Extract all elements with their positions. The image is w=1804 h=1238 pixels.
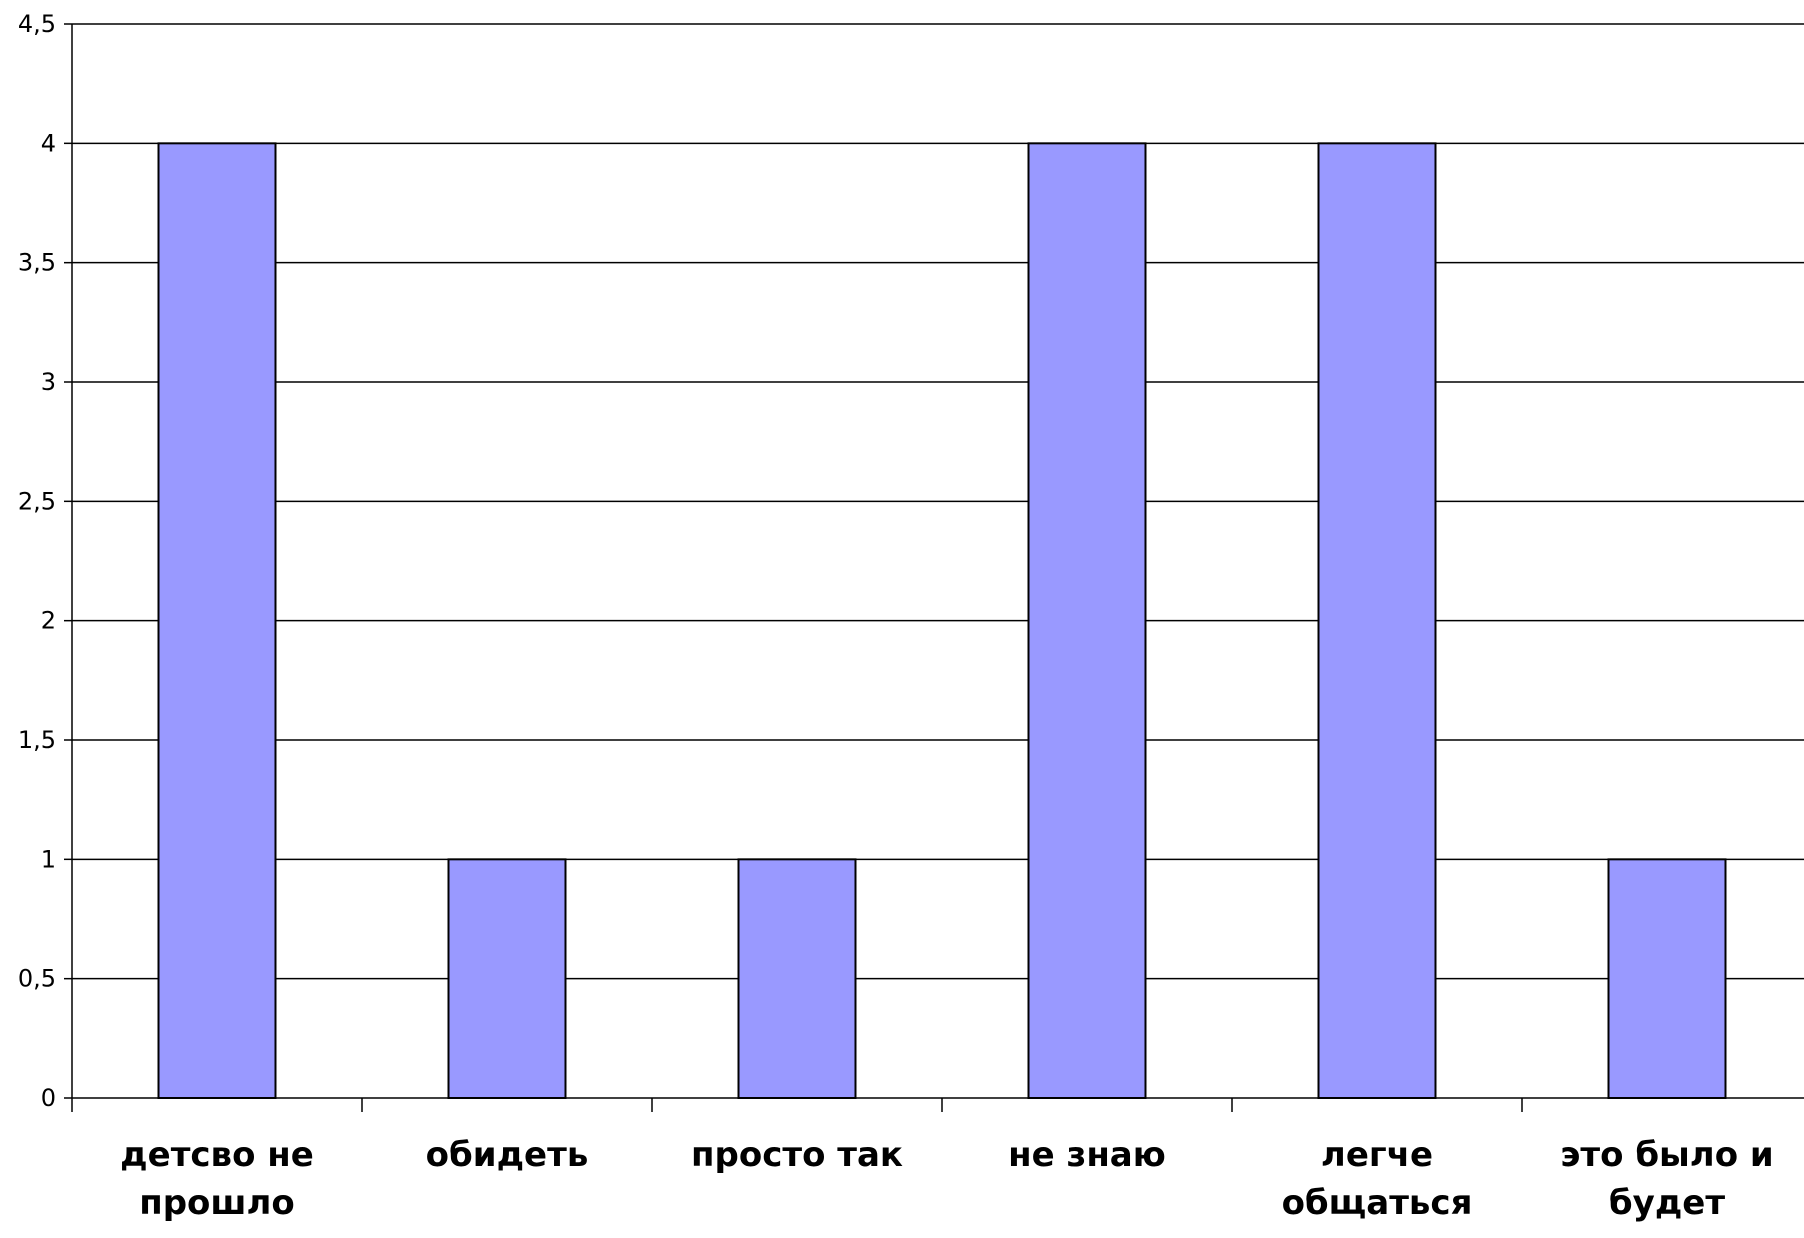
y-tick-label: 4 [41, 129, 56, 157]
y-tick-label: 3 [41, 368, 56, 396]
y-tick-label: 1 [41, 845, 56, 873]
x-category-label: легче [1321, 1135, 1433, 1175]
y-tick-label: 0 [41, 1084, 56, 1112]
y-tick-label: 3,5 [18, 249, 56, 277]
bar [737, 858, 857, 1099]
y-tick-label: 4,5 [18, 10, 56, 38]
x-category-label: детсво не [120, 1135, 314, 1175]
bar [1607, 858, 1727, 1099]
x-category-label: не знаю [1008, 1135, 1166, 1175]
y-tick-label: 1,5 [18, 726, 56, 754]
y-tick-labels: 0 0,5 1 1,5 2 2,5 3 3,5 4 4,5 [18, 10, 56, 1112]
y-tick-label: 2,5 [18, 487, 56, 515]
bar [1027, 142, 1147, 1100]
axes [64, 23, 1804, 1112]
bars [157, 142, 1727, 1100]
x-category-label: это было и [1560, 1135, 1773, 1175]
x-category-label: обидеть [426, 1135, 589, 1175]
gridlines [72, 23, 1804, 980]
x-category-label: прошло [139, 1183, 295, 1223]
x-category-label: общаться [1282, 1183, 1473, 1223]
x-category-labels: детсво не прошло обидеть просто так не знаю л… [120, 1135, 1774, 1223]
y-tick-label: 0,5 [18, 965, 56, 993]
bar [157, 142, 277, 1100]
x-category-label: будет [1609, 1183, 1725, 1223]
bar [447, 858, 567, 1099]
y-tick-label: 2 [41, 607, 56, 635]
bar [1317, 142, 1437, 1100]
x-category-label: просто так [691, 1135, 903, 1175]
